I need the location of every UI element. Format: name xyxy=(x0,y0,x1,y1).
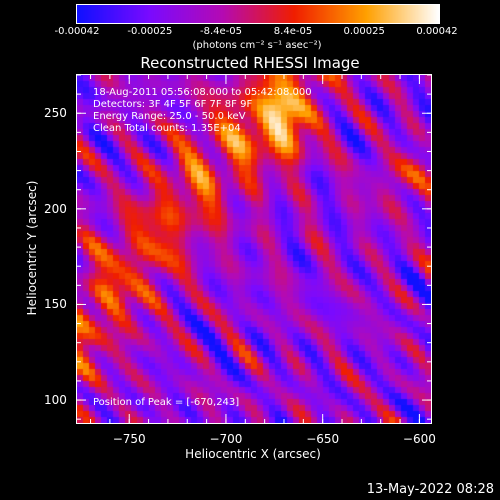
x-tick-label: −700 xyxy=(209,432,243,446)
axis-ticks xyxy=(77,75,431,423)
chart-title: Reconstructed RHESSI Image xyxy=(140,54,360,72)
footer-date: 13-May-2022 08:28 xyxy=(366,482,494,497)
y-tick-label: 150 xyxy=(44,297,67,312)
annotation-energy-range: Energy Range: 25.0 - 50.0 keV xyxy=(93,111,246,122)
x-tick-label: −750 xyxy=(112,432,146,446)
colorbar-tick-label: 8.4e-05 xyxy=(273,26,313,37)
y-axis-label: Heliocentric Y (arcsec) xyxy=(25,180,39,316)
x-tick-label: −650 xyxy=(306,432,340,446)
colorbar-tick-label: -8.4e-05 xyxy=(200,26,242,37)
x-axis-label: Heliocentric X (arcsec) xyxy=(185,447,321,461)
colorbar-tick-label: 0.00025 xyxy=(343,26,385,37)
colorbar xyxy=(76,4,440,24)
y-tick-label: 200 xyxy=(44,201,67,216)
annotation-clean-counts: Clean Total counts: 1.35E+04 xyxy=(93,123,241,134)
annotation-peak-position: Position of Peak = [-670,243] xyxy=(93,397,240,408)
plot-area: 18-Aug-2011 05:56:08.000 to 05:42:08.000… xyxy=(76,74,432,424)
x-tick-label: −600 xyxy=(402,432,436,446)
y-tick-label: 100 xyxy=(44,393,67,408)
colorbar-gradient xyxy=(77,5,439,23)
colorbar-tick-label: 0.00042 xyxy=(416,26,458,37)
annotation-time-range: 18-Aug-2011 05:56:08.000 to 05:42:08.000 xyxy=(93,87,312,98)
annotation-detectors: Detectors: 3F 4F 5F 6F 7F 8F 9F xyxy=(93,99,253,110)
heatmap-image xyxy=(77,75,431,423)
colorbar-tick-label: -0.00042 xyxy=(54,26,100,37)
y-tick-label: 250 xyxy=(44,106,67,121)
colorbar-tick-label: -0.00025 xyxy=(127,26,173,37)
colorbar-unit-label: (photons cm⁻² s⁻¹ asec⁻²) xyxy=(192,40,322,51)
